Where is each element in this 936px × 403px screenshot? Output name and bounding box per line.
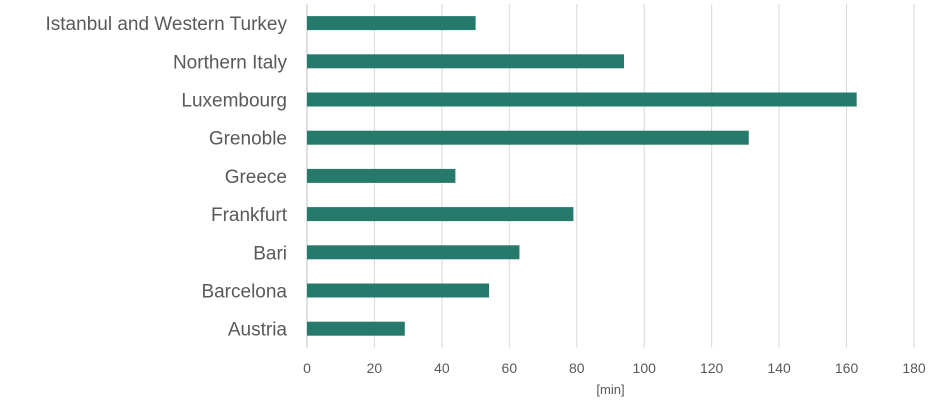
category-label-luxembourg: Luxembourg xyxy=(181,91,287,112)
x-tick-label-40: 40 xyxy=(434,360,450,376)
category-label-northern-italy: Northern Italy xyxy=(173,52,288,73)
x-tick-label-100: 100 xyxy=(633,360,657,376)
bar-grenoble xyxy=(307,130,749,145)
x-tick-label-60: 60 xyxy=(502,360,518,376)
x-tick-label-20: 20 xyxy=(367,360,383,376)
category-label-greece: Greece xyxy=(225,167,287,188)
category-label-austria: Austria xyxy=(228,320,288,341)
bar-greece xyxy=(307,168,456,183)
x-tick-labels: 0 20 40 60 80 100 120 140 160 180 xyxy=(303,360,926,376)
category-label-frankfurt: Frankfurt xyxy=(211,205,288,226)
bar-frankfurt xyxy=(307,207,574,222)
x-tick-label-140: 140 xyxy=(767,360,791,376)
x-tick-label-180: 180 xyxy=(902,360,926,376)
bars xyxy=(307,16,857,336)
bar-austria xyxy=(307,321,405,336)
category-label-grenoble: Grenoble xyxy=(209,129,287,150)
x-tick-label-120: 120 xyxy=(700,360,724,376)
x-axis-title: [min] xyxy=(596,382,624,397)
category-label-bari: Bari xyxy=(253,243,287,264)
bar-barcelona xyxy=(307,283,490,298)
bar-northern-italy xyxy=(307,54,624,69)
category-label-istanbul-and-western-turkey: Istanbul and Western Turkey xyxy=(46,14,288,35)
x-tick-label-0: 0 xyxy=(303,360,311,376)
x-tick-label-160: 160 xyxy=(835,360,859,376)
bar-luxembourg xyxy=(307,92,857,107)
x-tick-label-80: 80 xyxy=(569,360,585,376)
category-label-barcelona: Barcelona xyxy=(201,282,287,303)
bar-istanbul-and-western-turkey xyxy=(307,16,476,31)
category-labels: Istanbul and Western Turkey Northern Ital… xyxy=(46,14,288,341)
bar-bari xyxy=(307,245,520,260)
